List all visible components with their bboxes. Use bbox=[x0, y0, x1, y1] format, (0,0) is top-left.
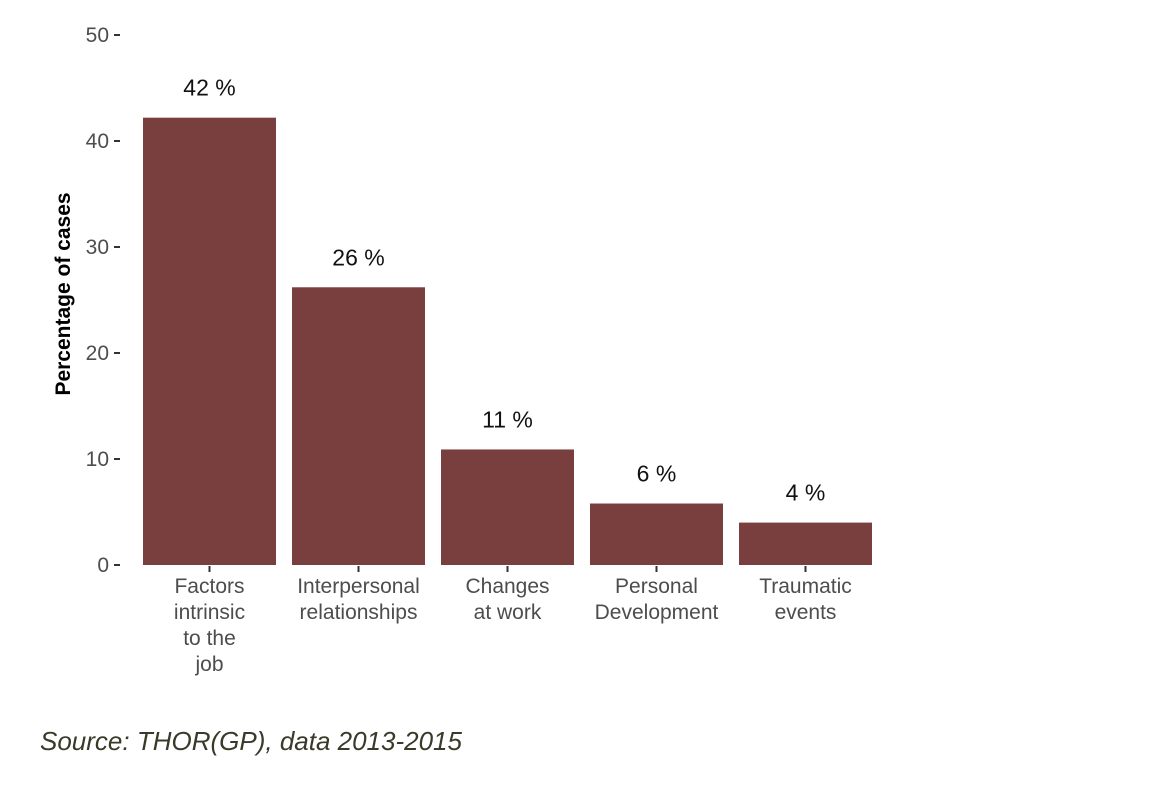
x-tick-label: Interpersonal relationships bbox=[297, 575, 420, 624]
bar bbox=[292, 287, 425, 565]
y-tick-label: 30 bbox=[86, 236, 109, 259]
x-tick-label-line: Interpersonal bbox=[297, 575, 420, 598]
bar-chart: 0 10 20 30 40 50 42 % 26 % 11 % 6 % 4 % Factors in… bbox=[52, 24, 872, 676]
x-tick-label-line: job bbox=[194, 653, 223, 676]
x-tick-label-line: intrinsic bbox=[174, 601, 245, 624]
y-tick-label: 50 bbox=[86, 24, 109, 47]
y-tick-label: 20 bbox=[86, 342, 109, 365]
data-label: 42 % bbox=[183, 75, 235, 101]
x-axis: Factors intrinsic to the job Interpersonal re… bbox=[174, 566, 852, 676]
bar bbox=[441, 449, 574, 565]
x-tick-label-line: to the bbox=[183, 627, 236, 650]
y-axis-title: Percentage of cases bbox=[52, 192, 75, 395]
bar bbox=[590, 503, 723, 565]
x-tick-label: Personal Development bbox=[595, 575, 719, 624]
data-label: 6 % bbox=[637, 461, 677, 487]
bar bbox=[739, 522, 872, 565]
data-label: 26 % bbox=[332, 244, 384, 270]
x-tick-label: Factors intrinsic to the job bbox=[174, 575, 245, 676]
x-tick-label-line: Development bbox=[595, 601, 719, 624]
data-labels: 42 % 26 % 11 % 6 % 4 % bbox=[183, 75, 825, 506]
x-tick-label-line: at work bbox=[474, 601, 542, 624]
x-tick-label-line: relationships bbox=[300, 601, 418, 624]
x-tick-label-line: Factors bbox=[174, 575, 244, 598]
bars bbox=[143, 117, 872, 566]
y-axis: 0 10 20 30 40 50 bbox=[86, 24, 120, 577]
x-tick-label: Traumatic events bbox=[759, 575, 852, 624]
y-tick-label: 40 bbox=[86, 130, 109, 153]
x-tick-label-line: Changes bbox=[465, 575, 549, 598]
x-tick-label-line: events bbox=[775, 601, 837, 624]
x-tick-label-line: Traumatic bbox=[759, 575, 852, 598]
data-label: 4 % bbox=[786, 480, 826, 506]
data-label: 11 % bbox=[482, 406, 533, 432]
source-note: Source: THOR(GP), data 2013-2015 bbox=[40, 726, 462, 756]
x-tick-label-line: Personal bbox=[615, 575, 698, 598]
x-tick-label: Changes at work bbox=[465, 575, 549, 624]
y-tick-label: 0 bbox=[97, 554, 109, 577]
bar bbox=[143, 117, 276, 566]
y-tick-label: 10 bbox=[86, 448, 109, 471]
